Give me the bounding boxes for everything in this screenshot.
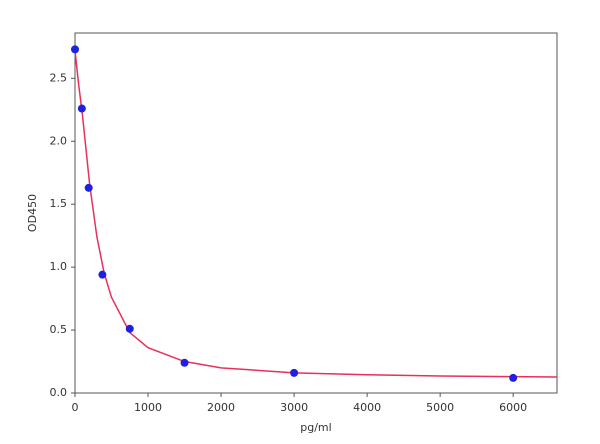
y-tick-label: 0.0 <box>50 386 68 399</box>
x-tick-label: 4000 <box>353 401 381 414</box>
data-point <box>84 183 93 192</box>
x-axis-label: pg/ml <box>300 421 331 434</box>
x-tick-label: 5000 <box>426 401 454 414</box>
x-tick-label: 1000 <box>134 401 162 414</box>
y-axis-label: OD450 <box>26 194 39 232</box>
y-tick-label: 2.5 <box>50 71 68 84</box>
y-tick-label: 0.5 <box>50 323 68 336</box>
x-tick-label: 6000 <box>499 401 527 414</box>
y-tick-label: 1.5 <box>50 197 68 210</box>
fit-curve <box>74 50 558 378</box>
data-point <box>125 324 134 333</box>
y-tick-label: 2.0 <box>50 134 68 147</box>
data-point <box>509 373 518 382</box>
data-point <box>77 104 86 113</box>
data-point <box>71 45 79 54</box>
plot-frame <box>74 32 558 394</box>
data-point <box>290 368 299 377</box>
x-tick-label: 2000 <box>207 401 235 414</box>
y-tick-label: 1.0 <box>50 260 68 273</box>
data-point <box>180 358 189 367</box>
x-tick-label: 0 <box>72 401 79 414</box>
x-tick-label: 3000 <box>280 401 308 414</box>
data-point <box>98 270 107 279</box>
